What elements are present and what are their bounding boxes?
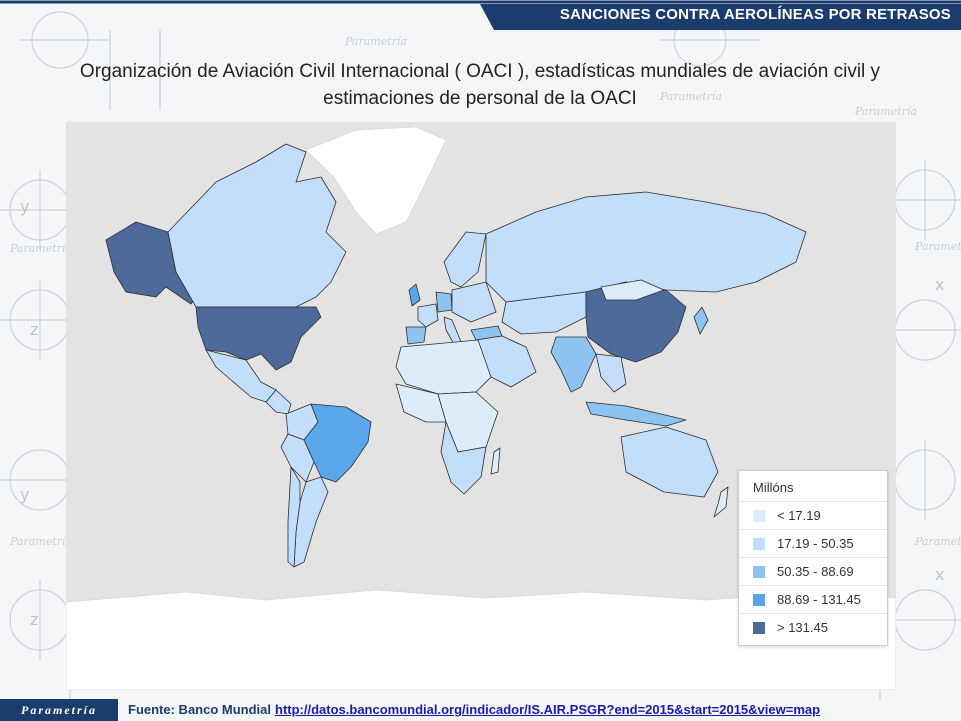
wm-brand-4: Parametría <box>914 535 961 548</box>
wm-brand-2: Parametría <box>9 535 72 548</box>
wm-brand-1: Parametría <box>9 242 72 255</box>
footer: Parametría Fuente: Banco Mundial http://… <box>0 699 961 721</box>
region-greenland[interactable] <box>305 126 447 235</box>
region-italy[interactable] <box>443 316 462 345</box>
source-label: Fuente: Banco Mundial <box>128 702 271 717</box>
wm-brand-3: Parametría <box>914 240 961 253</box>
region-se-asia[interactable] <box>595 353 627 393</box>
region-usa[interactable] <box>195 306 322 371</box>
region-mongolia[interactable] <box>600 279 665 301</box>
wm-brand-5: Parametría <box>344 35 407 48</box>
region-france[interactable] <box>417 303 439 328</box>
region-brazil[interactable] <box>303 403 372 483</box>
legend-label-1: < 17.19 <box>777 508 821 523</box>
region-alaska[interactable] <box>105 221 197 305</box>
region-chile[interactable] <box>287 466 301 568</box>
region-japan[interactable] <box>693 306 709 335</box>
wm-glyph-x2: x <box>935 565 944 584</box>
legend-item-5[interactable]: > 131.45 <box>739 613 887 642</box>
wm-brand-8: Parametría <box>659 90 722 103</box>
header-title: SANCIONES CONTRA AEROLÍNEAS POR RETRASOS <box>559 6 951 23</box>
legend-item-4[interactable]: 88.69 - 131.45 <box>739 585 887 614</box>
legend-swatch-1 <box>753 510 765 522</box>
wm-glyph-z2: z <box>30 610 38 629</box>
legend-label-2: 17.19 - 50.35 <box>777 536 854 551</box>
legend-title: Millóns <box>753 480 794 495</box>
region-south-africa[interactable] <box>440 421 487 495</box>
region-west-africa[interactable] <box>395 383 447 423</box>
map-legend: Millóns < 17.19 17.19 - 50.35 50.35 - 88… <box>738 470 888 646</box>
wm-glyph-y2: y <box>20 485 29 504</box>
region-india[interactable] <box>550 336 597 393</box>
header-band <box>0 0 961 30</box>
legend-label-4: 88.69 - 131.45 <box>777 592 861 607</box>
region-madagascar[interactable] <box>490 447 501 475</box>
region-uk[interactable] <box>408 283 421 307</box>
legend-label-3: 50.35 - 88.69 <box>777 564 854 579</box>
world-map <box>66 122 896 690</box>
parametria-logo: Parametría <box>0 699 118 721</box>
legend-swatch-4 <box>753 594 765 606</box>
legend-swatch-2 <box>753 538 765 550</box>
region-east-europe[interactable] <box>451 281 497 323</box>
legend-item-1[interactable]: < 17.19 <box>739 501 887 530</box>
region-canada[interactable] <box>167 143 347 308</box>
legend-item-2[interactable]: 17.19 - 50.35 <box>739 529 887 558</box>
region-scandinavia[interactable] <box>443 231 487 288</box>
region-central-asia[interactable] <box>501 291 587 335</box>
region-central-america[interactable] <box>265 389 292 415</box>
region-spain[interactable] <box>405 326 427 345</box>
region-north-africa[interactable] <box>395 339 492 395</box>
legend-swatch-5 <box>753 622 765 634</box>
slide-title: Organización de Aviación Civil Internaci… <box>60 58 900 112</box>
region-antarctica <box>66 589 896 690</box>
world-map-svg <box>66 126 896 690</box>
source-link[interactable]: http://datos.bancomundial.org/indicador/… <box>275 702 821 717</box>
region-new-zealand[interactable] <box>713 486 729 518</box>
legend-item-3[interactable]: 50.35 - 88.69 <box>739 557 887 586</box>
wm-brand-6: Parametría <box>854 105 917 118</box>
legend-label-5: > 131.45 <box>777 620 828 635</box>
wm-glyph-y1: y <box>20 197 29 216</box>
wm-glyph-x1: x <box>935 275 944 294</box>
slide-title-line2: estimaciones de personal de la OACI <box>323 88 637 109</box>
region-germany[interactable] <box>435 291 453 313</box>
slide-title-line1: Organización de Aviación Civil Internaci… <box>79 61 881 82</box>
region-indonesia[interactable] <box>585 401 687 427</box>
wm-glyph-z1: z <box>30 320 38 339</box>
legend-swatch-3 <box>753 566 765 578</box>
region-australia[interactable] <box>620 426 719 498</box>
